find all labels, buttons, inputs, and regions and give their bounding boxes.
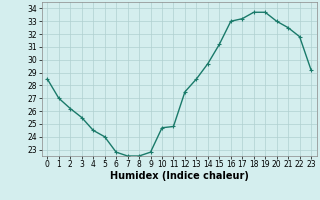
X-axis label: Humidex (Indice chaleur): Humidex (Indice chaleur) xyxy=(110,171,249,181)
